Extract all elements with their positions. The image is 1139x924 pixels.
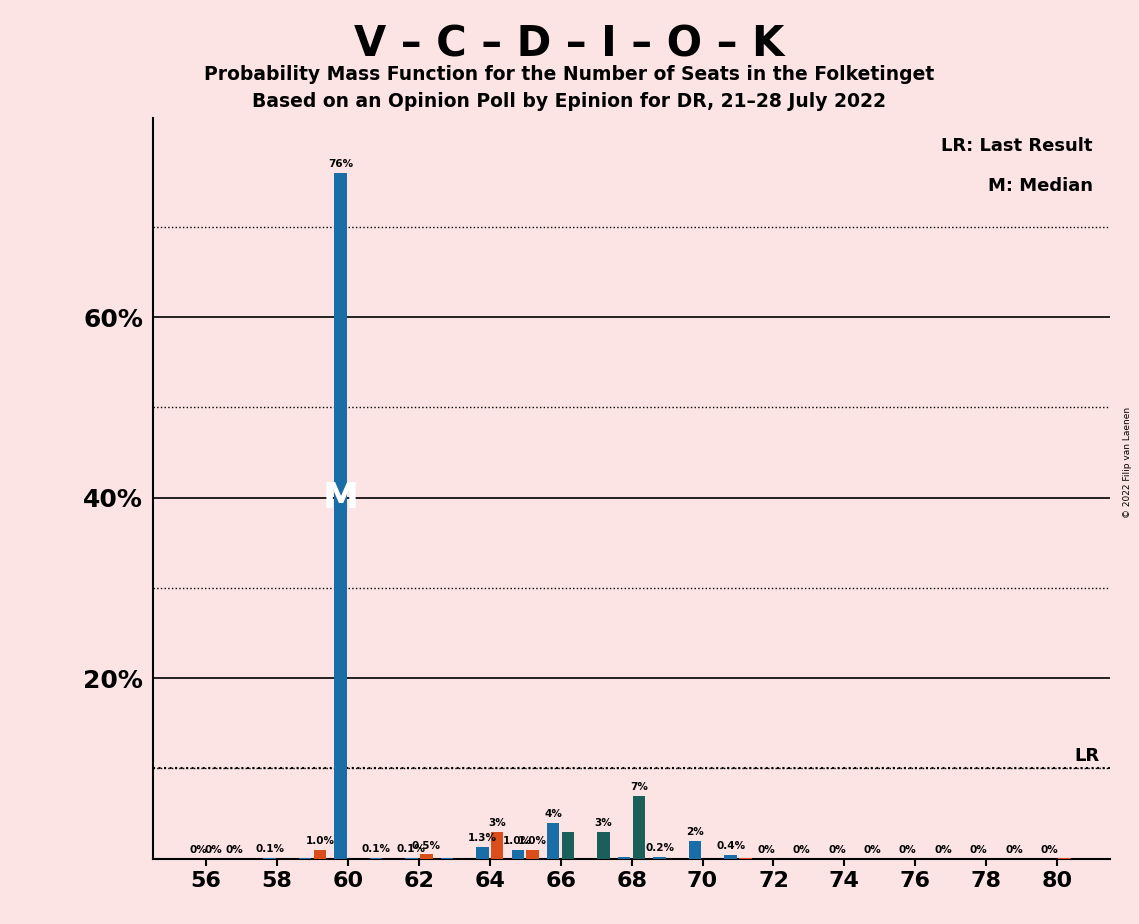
Text: 1.0%: 1.0% <box>518 836 547 846</box>
Text: 3%: 3% <box>595 818 613 828</box>
Text: 1.3%: 1.3% <box>468 833 497 844</box>
Text: 0.5%: 0.5% <box>412 841 441 851</box>
Text: 0.1%: 0.1% <box>361 845 391 854</box>
Text: 0%: 0% <box>1006 845 1023 855</box>
Text: 2%: 2% <box>686 827 704 837</box>
Text: 7%: 7% <box>630 782 648 792</box>
Bar <box>562 832 574 858</box>
Text: LR: Last Result: LR: Last Result <box>941 137 1092 154</box>
Bar <box>335 173 346 858</box>
Bar <box>313 850 326 858</box>
Text: 0%: 0% <box>793 845 810 855</box>
Text: 0.4%: 0.4% <box>716 842 745 852</box>
Text: Probability Mass Function for the Number of Seats in the Folketinget: Probability Mass Function for the Number… <box>204 65 935 84</box>
Text: 4%: 4% <box>544 809 563 819</box>
Text: 0%: 0% <box>970 845 988 855</box>
Bar <box>511 850 524 858</box>
Bar <box>547 822 559 858</box>
Text: 0%: 0% <box>863 845 882 855</box>
Bar <box>689 841 702 858</box>
Bar <box>618 857 630 858</box>
Text: 0%: 0% <box>205 845 222 855</box>
Text: 0%: 0% <box>226 845 243 855</box>
Text: 0.1%: 0.1% <box>396 845 426 854</box>
Bar <box>491 832 503 858</box>
Text: © 2022 Filip van Laenen: © 2022 Filip van Laenen <box>1123 407 1132 517</box>
Text: 76%: 76% <box>328 159 353 169</box>
Text: 3%: 3% <box>489 818 506 828</box>
Text: LR: LR <box>1074 747 1099 765</box>
Text: 0%: 0% <box>934 845 952 855</box>
Text: 0%: 0% <box>1041 845 1058 855</box>
Bar <box>633 796 646 858</box>
Text: 0%: 0% <box>190 845 207 855</box>
Text: M: M <box>322 480 359 515</box>
Text: 0%: 0% <box>757 845 775 855</box>
Bar <box>598 832 609 858</box>
Text: Based on an Opinion Poll by Epinion for DR, 21–28 July 2022: Based on an Opinion Poll by Epinion for … <box>253 92 886 112</box>
Bar <box>526 850 539 858</box>
Text: 0.2%: 0.2% <box>645 844 674 853</box>
Text: 0%: 0% <box>899 845 917 855</box>
Text: M: Median: M: Median <box>988 177 1092 195</box>
Bar <box>654 857 666 858</box>
Text: 0.1%: 0.1% <box>255 845 284 854</box>
Text: 1.0%: 1.0% <box>503 836 532 846</box>
Text: 0%: 0% <box>828 845 846 855</box>
Text: V – C – D – I – O – K: V – C – D – I – O – K <box>354 23 785 65</box>
Bar <box>476 847 489 858</box>
Bar <box>420 854 433 858</box>
Bar <box>724 855 737 858</box>
Text: 1.0%: 1.0% <box>305 836 335 846</box>
